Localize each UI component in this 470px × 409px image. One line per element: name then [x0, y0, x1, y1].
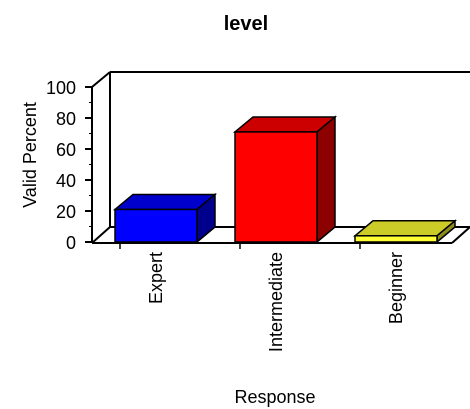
y-axis-ticks: 0 20 40 60 80 100 [46, 78, 92, 253]
bar-expert [112, 192, 218, 244]
x-axis-ticks [119, 243, 361, 249]
bar-beginner [352, 219, 458, 244]
y-axis-label: Valid Percent [20, 102, 40, 208]
bar-side-face [316, 115, 336, 244]
y-tick-label: 80 [56, 109, 76, 129]
y-tick-label: 60 [56, 140, 76, 160]
floor-right-edge [451, 226, 470, 244]
x-axis-label: Response [234, 387, 315, 407]
bar-front-face [354, 235, 438, 243]
bars [112, 115, 458, 244]
bar-front-face [234, 131, 318, 243]
bar-front-face [114, 208, 198, 243]
x-tick-label: Intermediate [266, 252, 286, 352]
chart-title: level [224, 13, 268, 35]
x-tick-label: Expert [146, 252, 166, 304]
y-tick-label: 40 [56, 171, 76, 191]
y-tick-label: 20 [56, 202, 76, 222]
y-tick-label: 100 [46, 78, 76, 98]
bar-intermediate [232, 115, 338, 244]
floor-left-edge [91, 226, 111, 244]
y-tick-label: 0 [66, 233, 76, 253]
back-wall-top-left-edge [91, 71, 111, 88]
x-axis-labels: Expert Intermediate Beginner [146, 252, 406, 352]
x-tick-label: Beginner [386, 252, 406, 324]
